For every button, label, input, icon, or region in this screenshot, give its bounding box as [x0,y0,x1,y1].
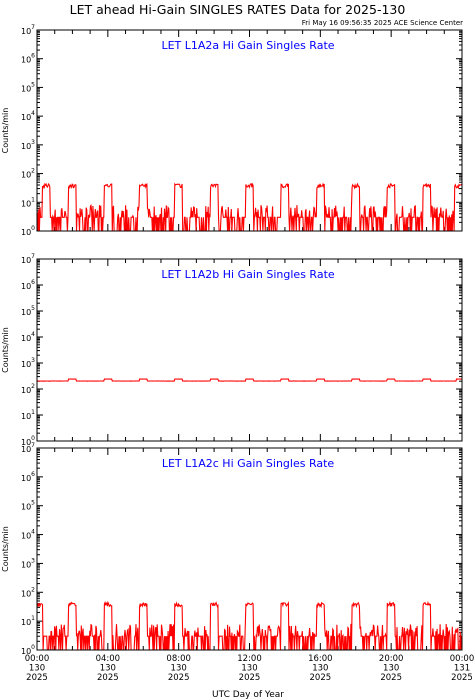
plot-frame [36,447,463,651]
x-tick-label-time: 00:00 [450,654,475,664]
y-tick-exponent: 7 [31,24,35,31]
figure-title: LET ahead Hi-Gain SINGLES RATES Data for… [70,2,406,17]
y-tick-label: 106 [21,279,35,291]
x-tick-label-doy: 130 [241,664,257,674]
y-tick-exponent: 7 [31,253,35,260]
y-tick-exponent: 5 [31,81,35,88]
x-tick-label-year: 2025 [380,673,402,683]
x-tick-label-year: 2025 [310,673,332,683]
y-tick-label: 107 [21,24,35,36]
timestamp: Fri May 16 09:56:35 2025 ACE Science Cen… [302,19,463,27]
x-tick-label-doy: 131 [454,664,470,674]
y-tick-label: 105 [21,81,35,93]
rate-series-line [36,600,462,651]
rate-series-line [36,378,462,382]
x-tick-label-time: 12:00 [237,654,262,664]
y-tick-label: 101 [21,615,35,627]
y-tick-exponent: 1 [31,409,35,416]
y-axis-title: Counts/min [1,327,10,373]
y-tick-exponent: 3 [31,357,35,364]
panel-title: LET L1A2b Hi Gain Singles Rate [161,268,335,281]
x-tick-label-year: 2025 [168,673,190,683]
x-axis-title: UTC Day of Year [212,690,284,700]
x-tick-label-doy: 130 [171,664,187,674]
y-tick-exponent: 0 [31,644,35,651]
y-tick-exponent: 7 [31,442,35,449]
x-tick-label-year: 2025 [26,673,48,683]
y-tick-exponent: 2 [31,586,35,593]
y-tick-exponent: 4 [31,331,35,338]
plot-frame [36,29,463,232]
y-tick-label: 103 [21,357,35,369]
y-tick-label: 100 [21,225,35,237]
y-tick-exponent: 6 [31,53,35,60]
y-tick-label: 105 [21,500,35,512]
y-tick-label: 101 [21,196,35,208]
y-axis-title: Counts/min [1,108,10,154]
y-tick-label: 104 [21,529,35,541]
y-tick-label: 107 [21,253,35,265]
x-tick-label-doy: 130 [312,664,328,674]
y-tick-label: 102 [21,586,35,598]
y-tick-exponent: 0 [31,225,35,232]
y-tick-exponent: 3 [31,139,35,146]
y-tick-label: 103 [21,139,35,151]
y-tick-exponent: 6 [31,279,35,286]
y-tick-exponent: 6 [31,471,35,478]
y-tick-exponent: 4 [31,529,35,536]
x-tick-label-doy: 130 [29,664,45,674]
y-tick-label: 103 [21,557,35,569]
y-tick-label: 104 [21,331,35,343]
y-tick-exponent: 5 [31,500,35,507]
y-tick-label: 106 [21,53,35,65]
x-axis-labels: 00:00130202504:00130202508:00130202512:0… [25,654,475,683]
x-tick-label-doy: 130 [383,664,399,674]
panel-title: LET L1A2c Hi Gain Singles Rate [162,457,335,470]
y-tick-exponent: 2 [31,383,35,390]
rate-series-line [36,182,463,232]
x-tick-label-year: 2025 [239,673,261,683]
y-tick-label: 101 [21,409,35,421]
y-tick-label: 105 [21,305,35,317]
x-tick-label-time: 08:00 [166,654,191,664]
y-axis-title: Counts/min [1,526,10,572]
x-tick-label-year: 2025 [97,673,119,683]
y-tick-exponent: 0 [31,435,35,442]
x-tick-label-time: 00:00 [25,654,50,664]
x-tick-label-time: 20:00 [379,654,404,664]
y-tick-exponent: 4 [31,110,35,117]
y-tick-exponent: 2 [31,168,35,175]
x-tick-label-year: 2025 [451,673,473,683]
y-tick-exponent: 1 [31,615,35,622]
y-tick-exponent: 3 [31,557,35,564]
x-tick-label-time: 04:00 [96,654,121,664]
y-tick-exponent: 5 [31,305,35,312]
y-tick-label: 106 [21,471,35,483]
plot-frame [36,258,463,442]
y-tick-label: 102 [21,383,35,395]
x-tick-label-time: 16:00 [308,654,333,664]
y-tick-label: 102 [21,168,35,180]
y-tick-label: 104 [21,110,35,122]
y-tick-exponent: 1 [31,196,35,203]
x-tick-label-doy: 130 [100,664,116,674]
panel-title: LET L1A2a Hi Gain Singles Rate [161,39,334,52]
